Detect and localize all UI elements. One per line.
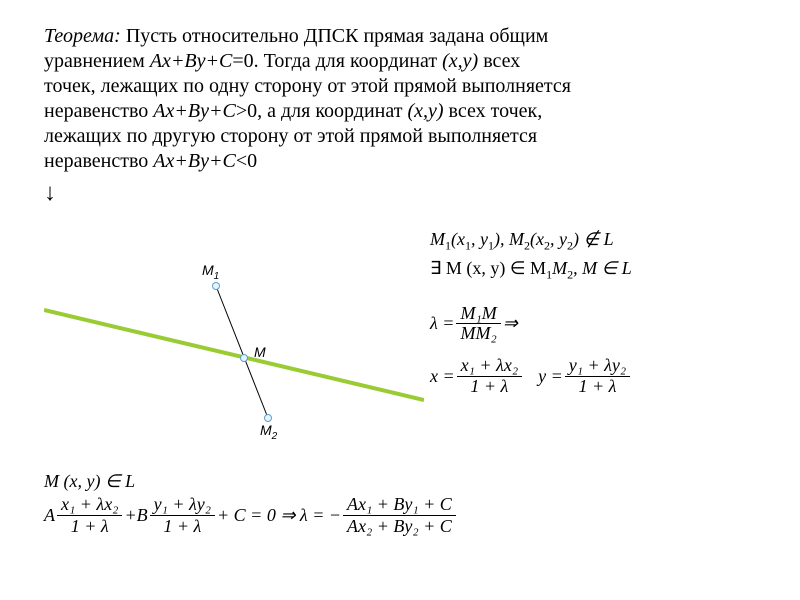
math-long-eq: A x₁ + λx₂ 1 + λ + B y₁ + λy₂ 1 + λ + C … xyxy=(44,494,744,537)
diagram-svg xyxy=(44,250,424,450)
math-exists-M: ∃ M (x, y) ∈ M1M2, M ∈ L xyxy=(430,259,770,282)
math-xy: x = x₁ + λx₂ 1 + λ y = y₁ + λy₂ 1 + λ xyxy=(430,356,770,397)
eq-axbyc-3: Ax+By+C xyxy=(153,150,236,172)
theorem-line6a: неравенство xyxy=(44,150,153,172)
point-m2 xyxy=(265,415,272,422)
theorem-line1: Пусть относительно ДПСК прямая задана об… xyxy=(121,25,548,47)
xy-1: (x,y) xyxy=(442,50,478,72)
point-m xyxy=(241,355,248,362)
label-m2: M2 xyxy=(260,422,277,442)
math-M-in-L: M (x, y) ∈ L xyxy=(44,472,744,492)
math-points-notin-L: M1(x1, y1), M2(x2, y2) ∉ L xyxy=(430,230,770,253)
label-m: M xyxy=(254,344,266,360)
point-m1 xyxy=(213,283,220,290)
line-L xyxy=(44,310,424,400)
theorem-line6b: <0 xyxy=(236,150,257,172)
theorem-line5: лежащих по другую сторону от этой прямой… xyxy=(44,125,537,147)
eq-axbyc-2: Ax+By+C xyxy=(153,100,236,122)
theorem-line4c: всех точек, xyxy=(444,100,543,122)
theorem-text: Теорема: Пусть относительно ДПСК прямая … xyxy=(44,24,756,174)
xy-2: (x,y) xyxy=(407,100,443,122)
diagram: M1 M M2 xyxy=(44,250,424,450)
label-m1: M1 xyxy=(202,262,219,282)
theorem-line2c: всех xyxy=(478,50,520,72)
theorem-line2a: уравнением xyxy=(44,50,150,72)
theorem-line2b: =0. Тогда для координат xyxy=(232,50,442,72)
math-right: M1(x1, y1), M2(x2, y2) ∉ L ∃ M (x, y) ∈ … xyxy=(430,230,770,397)
eq-axbyc-1: Ax+By+C xyxy=(150,50,233,72)
slide: Теорема: Пусть относительно ДПСК прямая … xyxy=(0,0,800,600)
theorem-line3: точек, лежащих по одну сторону от этой п… xyxy=(44,75,571,97)
down-arrow-icon: ↓ xyxy=(44,180,756,207)
theorem-line4a: неравенство xyxy=(44,100,153,122)
math-lambda: λ = M₁M MM₂ ⇒ xyxy=(430,304,770,345)
math-bottom: M (x, y) ∈ L A x₁ + λx₂ 1 + λ + B y₁ + λ… xyxy=(44,470,744,537)
theorem-label: Теорема: xyxy=(44,25,121,47)
theorem-line4b: >0, а для координат xyxy=(236,100,408,122)
